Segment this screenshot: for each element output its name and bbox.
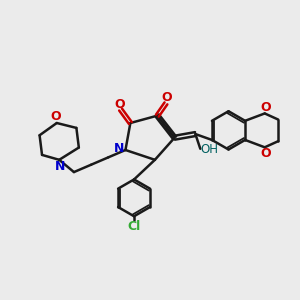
Text: O: O (114, 98, 124, 111)
Text: N: N (55, 160, 66, 173)
Text: Cl: Cl (128, 220, 141, 233)
Text: N: N (113, 142, 124, 155)
Text: O: O (50, 110, 61, 123)
Text: O: O (261, 147, 271, 160)
Text: O: O (162, 92, 172, 104)
Text: OH: OH (200, 143, 218, 157)
Text: O: O (261, 101, 271, 114)
